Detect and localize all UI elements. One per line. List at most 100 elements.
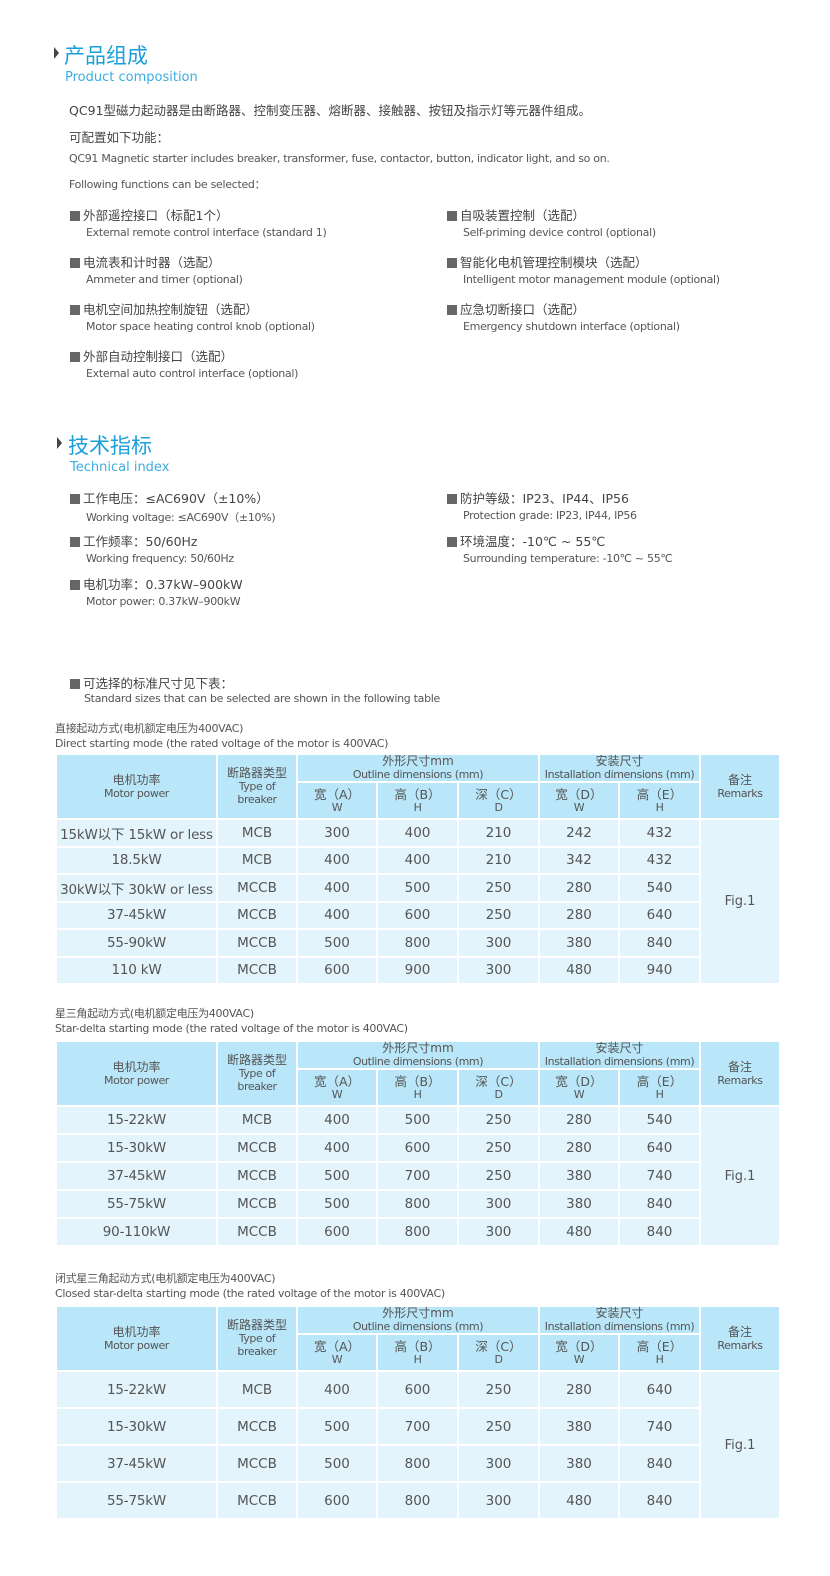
table-cell: 600 [296, 1481, 378, 1520]
header-installation-dimensions-en: Installation dimensions (mm) [544, 1320, 695, 1333]
header-installation-dimensions-zh: 安装尺寸 [595, 754, 644, 768]
header-remarks-zh: 备注 [728, 1059, 753, 1074]
table-cell: 540 [617, 1105, 702, 1135]
table-cell: 600 [296, 1217, 378, 1247]
table-row: 110 kW MCCB 600 900 300 480 940 [55, 955, 780, 985]
table-cell: 55-75kW [55, 1481, 218, 1520]
header-sub-zh: 宽（A） [313, 1073, 361, 1089]
table-cell: 210 [457, 845, 540, 875]
table-cell: 800 [376, 1444, 459, 1483]
table-cell: 300 [457, 1217, 540, 1247]
sizes-note-en: Standard sizes that can be selected are … [84, 692, 441, 705]
header-outline-dimensions-en: Outline dimensions (mm) [352, 1055, 484, 1068]
table-cell: 640 [617, 900, 702, 930]
table-cell: 840 [617, 1481, 702, 1520]
table-caption-en: Closed star-delta starting mode (the rat… [55, 1287, 445, 1300]
table-cell: 700 [376, 1407, 459, 1446]
sizes-note-zh: 可选择的标准尺寸见下表： [70, 673, 233, 692]
header-sub-zh: 深（C） [475, 1073, 522, 1089]
bullet-square-icon [70, 258, 80, 268]
header-sub-zh: 宽（D） [555, 786, 603, 802]
header-breaker-type-en: Type of breaker [237, 1332, 277, 1358]
bullet-square-icon [447, 305, 457, 315]
table-cell: 380 [538, 1189, 620, 1219]
table-cell: 15-22kW [55, 1370, 218, 1409]
table-cell: 280 [538, 900, 620, 930]
table-cell: 840 [617, 928, 702, 958]
technical-subtitle: Technical index [70, 460, 170, 475]
header-installation-dimensions-en: Installation dimensions (mm) [544, 1055, 695, 1068]
header-outline-dimensions: 外形尺寸mm Outline dimensions (mm) [296, 753, 540, 783]
remarks-cell: Fig.1 [699, 1105, 782, 1247]
table-cell: 15-22kW [55, 1105, 218, 1135]
header-sub-en: W [331, 800, 343, 814]
header-sub-en: W [573, 800, 585, 814]
table-cell: 500 [296, 928, 378, 958]
table-cell: 300 [457, 955, 540, 985]
bullet-square-icon [447, 494, 457, 504]
list-item-zh-text: 自吸装置控制（选配） [460, 208, 586, 223]
remarks-cell: Fig.1 [699, 1370, 782, 1520]
table-cell: 432 [617, 818, 702, 848]
header-motor-power-en: Motor power [104, 1073, 169, 1087]
header-breaker-type-en: Type of breaker [237, 780, 277, 806]
table-cell: 110 kW [55, 955, 218, 985]
header-breaker-type: 断路器类型 Type of breaker [216, 753, 298, 820]
header-motor-power-zh: 电机功率 [112, 1059, 161, 1074]
header-sub-en: H [413, 1352, 422, 1366]
table-cell: 500 [296, 1161, 378, 1191]
table-cell: 15kW以下 15kW or less [55, 818, 218, 848]
list-item-en: Ammeter and timer (optional) [86, 273, 243, 286]
list-item-en: Surrounding temperature: -10℃ ~ 55℃ [463, 552, 673, 565]
table-cell: 640 [617, 1133, 702, 1163]
table-cell: 600 [376, 900, 459, 930]
header-sub-en: H [655, 1087, 664, 1101]
header-sub-0: 宽（A） W [296, 781, 378, 820]
table-cell: MCCB [216, 900, 298, 930]
table-cell: 250 [457, 1161, 540, 1191]
header-sub-zh: 高（E） [636, 1073, 683, 1089]
header-sub-zh: 宽（D） [555, 1073, 603, 1089]
header-breaker-type-zh: 断路器类型 [226, 1053, 287, 1067]
header-remarks-en: Remarks [717, 1338, 763, 1352]
list-item-zh-text: 电机空间加热控制旋钮（选配） [83, 302, 259, 317]
header-sub-zh: 宽（D） [555, 1338, 603, 1354]
composition-config-en: Following functions can be selected： [69, 178, 266, 191]
header-subrow: 宽（A） W 高（B） H 深（C） D 宽（D） W 高（E） H [56, 781, 780, 820]
header-subrow: 宽（A） W 高（B） H 深（C） D 宽（D） W 高（E） H [56, 1333, 780, 1372]
bullet-square-icon [70, 211, 80, 221]
header-sub-zh: 深（C） [475, 1338, 522, 1354]
header-sub-en: H [413, 1087, 422, 1101]
header-outline-dimensions-zh: 外形尺寸mm [382, 1041, 454, 1055]
sizes-note-zh-text: 可选择的标准尺寸见下表： [83, 676, 234, 691]
list-item-zh-text: 工作频率：50/60Hz [83, 534, 198, 549]
table-cell: 640 [617, 1370, 702, 1409]
header-motor-power-en: Motor power [104, 786, 169, 800]
header-sub-zh: 高（E） [636, 1338, 683, 1354]
header-motor-power-en: Motor power [104, 1338, 169, 1352]
table-cell: 400 [376, 845, 459, 875]
list-item-zh-text: 工作电压：≤AC690V（±10%） [83, 491, 269, 506]
composition-intro-zh: QC91型磁力起动器是由断路器、控制变压器、熔断器、接触器、按钮及指示灯等元器件… [69, 103, 591, 118]
section-arrow-icon [57, 437, 62, 449]
list-item-zh-text: 电流表和计时器（选配） [83, 255, 221, 270]
table-cell: 500 [376, 1105, 459, 1135]
table-cell: 840 [617, 1444, 702, 1483]
list-item-zh: 自吸装置控制（选配） [447, 205, 585, 224]
header-sub-zh: 高（B） [394, 1338, 441, 1354]
table-row: 55-75kW MCCB 500 800 300 380 840 [55, 1189, 780, 1219]
table-cell: 540 [617, 873, 702, 903]
header-sub-zh: 高（B） [394, 786, 441, 802]
table-cell: 400 [296, 1133, 378, 1163]
header-motor-power: 电机功率 Motor power [55, 753, 218, 820]
table-cell: 480 [538, 1481, 620, 1520]
header-installation-dimensions-zh: 安装尺寸 [595, 1306, 644, 1320]
header-motor-power-zh: 电机功率 [112, 1324, 161, 1339]
table-cell: MCB [216, 1370, 298, 1409]
table-cell: 342 [538, 845, 620, 875]
table-cell: 30kW以下 30kW or less [55, 873, 218, 903]
header-installation-dimensions: 安装尺寸 Installation dimensions (mm) [537, 1305, 702, 1335]
list-item-zh: 防护等级：IP23、IP44、IP56 [447, 488, 629, 507]
table-cell: MCCB [216, 1217, 298, 1247]
composition-config-zh: 可配置如下功能： [69, 130, 170, 145]
